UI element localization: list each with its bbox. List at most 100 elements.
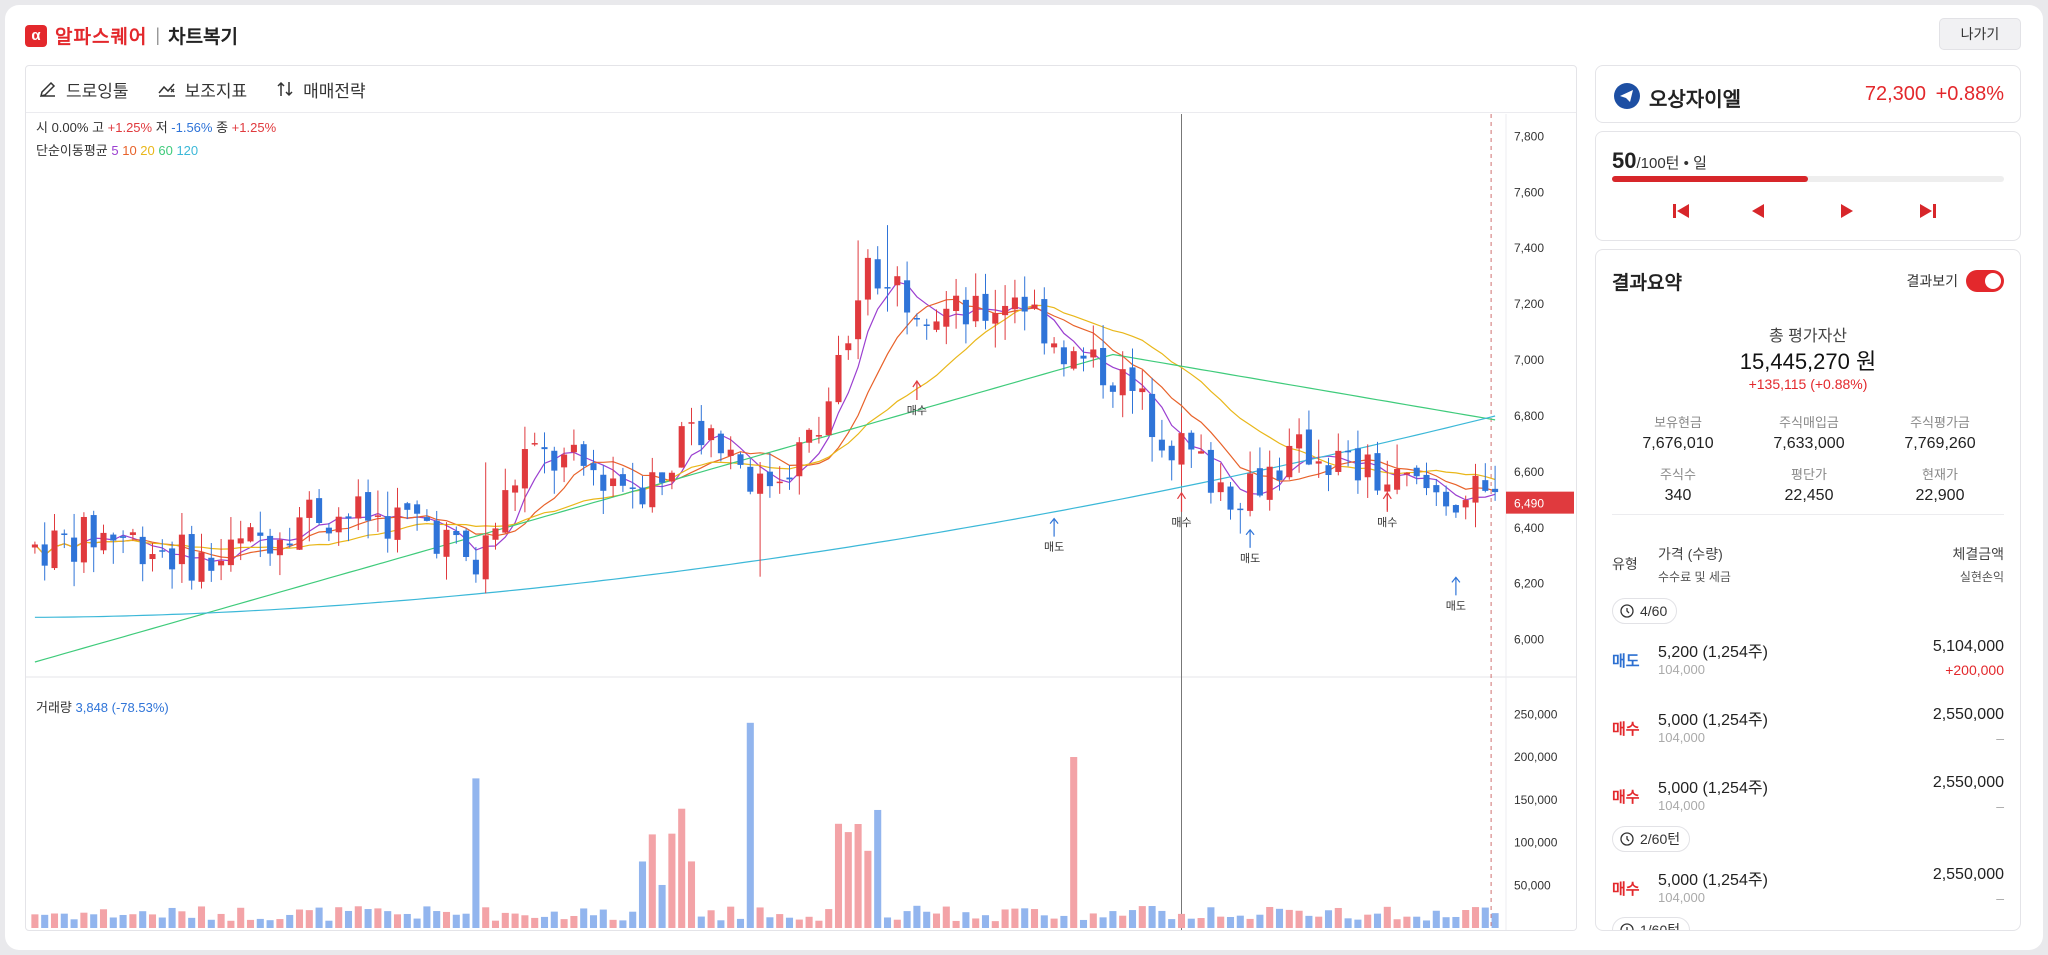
candle-body[interactable] [649, 472, 656, 508]
candle-body[interactable] [80, 516, 87, 563]
candle-body[interactable] [178, 534, 185, 565]
candle-body[interactable] [570, 444, 577, 453]
logo[interactable]: α 알파스퀘어 | 차트복기 [25, 22, 238, 49]
candle-body[interactable] [757, 473, 764, 494]
candle-body[interactable] [1482, 480, 1489, 491]
trade-row[interactable]: 매도 5,200 (1,254주) 104,000 5,104,000 +200… [1596, 632, 2020, 690]
candle-body[interactable] [1384, 484, 1391, 492]
candle-body[interactable] [208, 557, 215, 571]
candle-body[interactable] [708, 428, 715, 441]
candle-body[interactable] [433, 520, 440, 554]
candle-body[interactable] [1315, 461, 1322, 464]
candle-body[interactable] [1168, 445, 1175, 461]
candle-body[interactable] [384, 516, 391, 539]
candle-body[interactable] [414, 504, 421, 514]
candle-body[interactable] [1188, 432, 1195, 450]
candle-body[interactable] [600, 474, 607, 491]
candle-body[interactable] [796, 442, 803, 477]
candle-body[interactable] [815, 435, 822, 437]
candle-body[interactable] [355, 496, 362, 519]
candle-body[interactable] [1354, 448, 1361, 481]
candle-body[interactable] [1149, 393, 1156, 438]
candle-body[interactable] [1070, 351, 1077, 369]
candle-body[interactable] [894, 276, 901, 286]
candle-body[interactable] [394, 507, 401, 540]
candle-body[interactable] [786, 477, 793, 480]
candle-body[interactable] [678, 426, 685, 468]
candle-body[interactable] [1002, 305, 1009, 316]
candle-body[interactable] [619, 474, 626, 486]
candle-body[interactable] [1119, 369, 1126, 396]
candle-body[interactable] [698, 420, 705, 446]
candle-body[interactable] [1374, 453, 1381, 491]
candle-body[interactable] [1178, 433, 1185, 465]
candle-body[interactable] [286, 543, 293, 546]
candle-body[interactable] [904, 280, 911, 313]
candle-body[interactable] [41, 544, 48, 566]
candle-body[interactable] [149, 554, 156, 560]
candle-body[interactable] [923, 324, 930, 326]
candle-body[interactable] [1433, 485, 1440, 493]
candle-body[interactable] [306, 499, 313, 518]
toggle-switch[interactable] [1966, 270, 2004, 292]
candle-body[interactable] [825, 401, 832, 436]
candle-body[interactable] [100, 532, 107, 551]
candle-body[interactable] [1423, 474, 1430, 489]
candle-body[interactable] [610, 478, 617, 487]
candle-body[interactable] [90, 515, 97, 548]
trade-row[interactable]: 매수 5,000 (1,254주) 104,000 2,550,000 – [1596, 700, 2020, 758]
candle-body[interactable] [325, 527, 332, 534]
candlestick-chart[interactable]: 6,000 6,200 6,400 6,600 6,800 7,000 7,200 7,400… [26, 114, 1577, 931]
candle-body[interactable] [806, 429, 813, 443]
candle-body[interactable] [1266, 466, 1273, 500]
candle-body[interactable] [257, 532, 264, 536]
candle-body[interactable] [845, 343, 852, 351]
candle-body[interactable] [1051, 343, 1058, 348]
candle-body[interactable] [659, 472, 666, 483]
candle-body[interactable] [1011, 297, 1018, 310]
candle-body[interactable] [1462, 500, 1469, 508]
candle-body[interactable] [747, 466, 754, 492]
candle-body[interactable] [1139, 388, 1146, 393]
candle-body[interactable] [453, 530, 460, 536]
first-turn-button[interactable] [1664, 194, 1698, 228]
candle-body[interactable] [1364, 454, 1371, 478]
candle-body[interactable] [237, 538, 244, 544]
candle-body[interactable] [1129, 367, 1136, 391]
candle-body[interactable] [1080, 355, 1087, 359]
candle-body[interactable] [884, 287, 891, 289]
candle-body[interactable] [1227, 486, 1234, 510]
indicator-button[interactable]: 보조지표 [157, 77, 247, 102]
candle-body[interactable] [776, 481, 783, 484]
candle-body[interactable] [580, 444, 587, 466]
candle-body[interactable] [1394, 469, 1401, 490]
candle-body[interactable] [688, 422, 695, 424]
candle-body[interactable] [933, 321, 940, 330]
candle-body[interactable] [1041, 299, 1048, 344]
candle-body[interactable] [443, 529, 450, 557]
candle-body[interactable] [1296, 434, 1303, 449]
trade-row[interactable]: 매수 5,000 (1,254주) 104,000 2,550,000 – [1596, 860, 2020, 918]
candle-body[interactable] [953, 295, 960, 311]
candle-body[interactable] [502, 490, 509, 533]
candle-body[interactable] [855, 300, 862, 340]
candle-body[interactable] [404, 503, 411, 510]
strategy-button[interactable]: 매매전략 [275, 77, 366, 102]
trade-row[interactable]: 매수 5,000 (1,254주) 104,000 2,550,000 – [1596, 768, 2020, 826]
candle-body[interactable] [423, 517, 430, 521]
candle-body[interactable] [159, 550, 166, 552]
stock-card[interactable]: 오상자이엘 72,300 +0.88% [1595, 65, 2021, 123]
candle-body[interactable] [913, 318, 920, 320]
candle-body[interactable] [1207, 449, 1214, 493]
candle-body[interactable] [472, 559, 479, 575]
turn-chip[interactable]: 1/60턴 [1612, 917, 1691, 930]
candle-body[interactable] [512, 485, 519, 493]
candle-body[interactable] [61, 533, 68, 535]
candle-body[interactable] [629, 487, 636, 489]
candle-body[interactable] [31, 544, 38, 548]
candle-body[interactable] [1413, 467, 1420, 477]
candle-body[interactable] [120, 536, 127, 538]
candle-body[interactable] [51, 530, 58, 569]
candle-body[interactable] [727, 449, 734, 456]
candle-body[interactable] [335, 516, 342, 533]
